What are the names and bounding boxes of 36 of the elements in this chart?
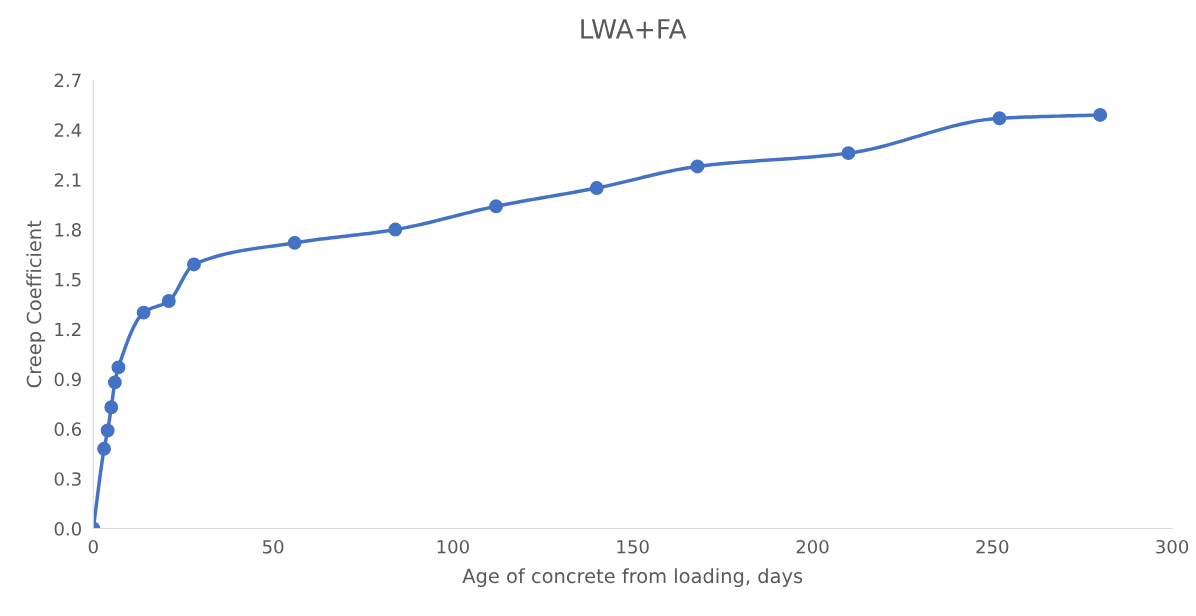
x-tick-label: 200 (796, 539, 829, 554)
y-tick-label: 2.7 (54, 73, 81, 87)
point (690, 159, 705, 174)
y-tick-label: 2.1 (54, 173, 81, 187)
point (187, 257, 201, 272)
x-tick-label: 0 (88, 539, 98, 554)
y-tick-label: 2.4 (54, 123, 82, 137)
point (97, 441, 112, 456)
x-tick-label: 150 (617, 539, 649, 554)
point (107, 375, 122, 390)
point (100, 423, 115, 438)
y-tick-label: 1.2 (55, 322, 81, 337)
y-axis-title: Creep Coefficient (26, 220, 46, 388)
y-tick-label: 0.3 (54, 472, 81, 486)
point (287, 235, 302, 250)
point (111, 360, 126, 375)
x-tick-label: 250 (976, 539, 1009, 554)
point (489, 199, 503, 214)
point (136, 305, 151, 320)
x-axis-title: Age of concrete from loading, days (462, 568, 803, 588)
point (161, 294, 176, 308)
y-tick-label: 1.8 (55, 223, 81, 237)
point (104, 400, 119, 415)
point (589, 181, 604, 195)
x-tick-label: 100 (437, 539, 469, 554)
chart-title: LWA+FA (581, 19, 687, 39)
point (992, 111, 1007, 126)
y-tick-label: 0.9 (54, 372, 81, 387)
point (1093, 108, 1108, 122)
point (388, 222, 403, 237)
y-tick-label: 1.5 (55, 273, 81, 287)
x-tick-label: 300 (1156, 539, 1189, 554)
y-tick-label: 0.0 (54, 521, 81, 536)
x-tick-label: 50 (262, 539, 284, 554)
point (841, 146, 856, 161)
y-tick-label: 0.6 (54, 422, 82, 436)
